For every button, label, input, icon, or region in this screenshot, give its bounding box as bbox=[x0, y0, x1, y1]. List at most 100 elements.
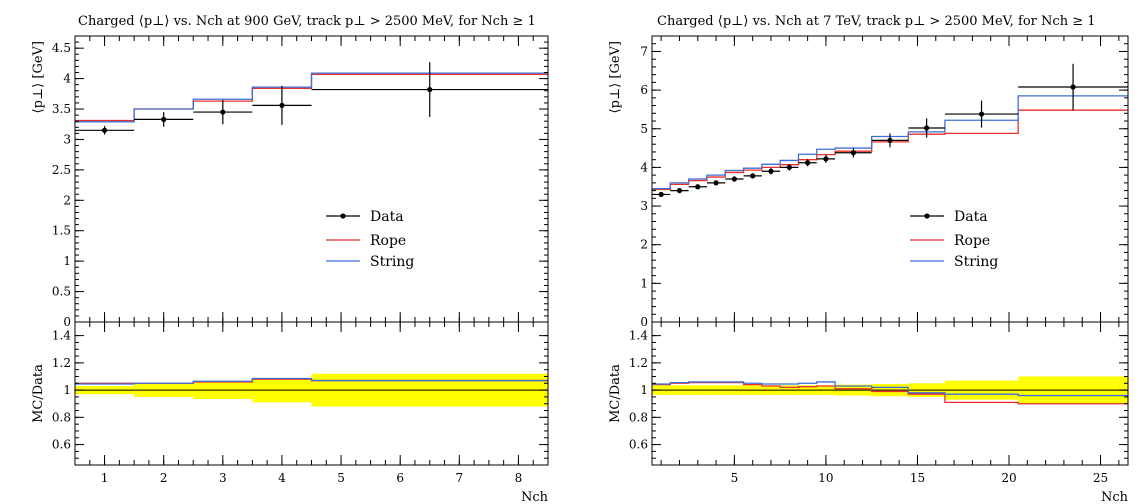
legend: Data Rope String bbox=[910, 209, 998, 270]
legend: Data Rope String bbox=[326, 209, 414, 270]
y-tick-label: 0 bbox=[63, 315, 71, 329]
legend-label: Data bbox=[370, 209, 404, 225]
x-tick-label: 20 bbox=[1001, 471, 1016, 485]
y-tick-label: 6 bbox=[640, 83, 648, 97]
data-point bbox=[688, 184, 707, 190]
data-point-marker bbox=[427, 86, 433, 93]
ratio-string-line bbox=[652, 381, 1128, 397]
x-tick-label: 3 bbox=[219, 471, 227, 485]
y-axis-label: ⟨p⊥⟩ [GeV] bbox=[608, 41, 623, 113]
y-tick-label: 2 bbox=[640, 238, 648, 252]
y-tick-label: 3 bbox=[640, 199, 648, 213]
data-point-marker bbox=[887, 137, 893, 143]
legend-data-marker bbox=[340, 213, 346, 219]
ratio-tick-label: 0.6 bbox=[629, 438, 648, 452]
data-point bbox=[134, 112, 194, 127]
data-point bbox=[835, 148, 872, 158]
legend-label: Rope bbox=[370, 233, 406, 249]
y-tick-label: 5 bbox=[640, 122, 648, 136]
data-point bbox=[798, 159, 817, 167]
series-rope-line bbox=[652, 109, 1128, 191]
x-tick-label: 2 bbox=[160, 471, 168, 485]
y-tick-label: 0 bbox=[640, 315, 648, 329]
legend-label: String bbox=[954, 254, 998, 270]
data-point bbox=[743, 173, 762, 179]
y-tick-label: 1.5 bbox=[52, 224, 71, 238]
data-point bbox=[311, 62, 548, 117]
data-point-marker bbox=[279, 102, 285, 108]
data-point bbox=[193, 99, 253, 125]
chart-panel-2: Charged ⟨p⊥⟩ vs. Nch at 7 TeV, track p⊥ … bbox=[608, 14, 1129, 504]
legend-item: Rope bbox=[910, 233, 990, 249]
data-point-marker bbox=[161, 116, 167, 122]
data-point-marker bbox=[750, 173, 756, 179]
ratio-tick-label: 1.2 bbox=[629, 356, 648, 370]
data-point-marker bbox=[786, 164, 792, 171]
y-tick-label: 4.5 bbox=[52, 41, 71, 55]
data-point-marker bbox=[101, 127, 108, 133]
x-axis-label: Nch bbox=[521, 490, 549, 504]
x-tick-label: 4 bbox=[278, 471, 286, 485]
data-point bbox=[652, 191, 671, 198]
ratio-tick-label: 0.8 bbox=[52, 410, 71, 424]
y-tick-label: 7 bbox=[640, 44, 648, 58]
y-tick-label: 3 bbox=[63, 132, 71, 146]
ratio-rope-line bbox=[652, 381, 1128, 405]
ratio-tick-label: 1.2 bbox=[52, 356, 71, 370]
ratio-y-axis-label: MC/Data bbox=[31, 364, 46, 423]
data-point-marker bbox=[850, 150, 856, 156]
legend-item: Data bbox=[910, 209, 988, 225]
data-point-marker bbox=[805, 160, 811, 166]
x-tick-label: 5 bbox=[337, 471, 345, 485]
data-point bbox=[908, 118, 945, 138]
legend-item: String bbox=[910, 254, 998, 270]
x-tick-label: 6 bbox=[396, 471, 404, 485]
data-point-marker bbox=[713, 180, 719, 186]
data-point bbox=[780, 164, 799, 171]
legend-item: Rope bbox=[326, 233, 406, 249]
ratio-string-line bbox=[75, 377, 548, 385]
series-string-line bbox=[75, 72, 548, 123]
legend-label: Data bbox=[954, 209, 988, 225]
data-point bbox=[706, 180, 726, 186]
legend-data-marker bbox=[924, 213, 930, 219]
data-point-marker bbox=[695, 184, 701, 190]
y-tick-label: 2 bbox=[63, 193, 71, 207]
x-axis-label: Nch bbox=[1101, 490, 1129, 504]
data-point bbox=[725, 176, 744, 182]
x-tick-label: 10 bbox=[818, 471, 833, 485]
ratio-tick-label: 1 bbox=[640, 383, 648, 397]
x-tick-label: 5 bbox=[731, 471, 739, 485]
ratio-tick-label: 0.6 bbox=[52, 438, 71, 452]
y-axis-label: ⟨p⊥⟩ [GeV] bbox=[31, 41, 46, 113]
y-tick-label: 1 bbox=[63, 254, 71, 268]
data-point bbox=[871, 133, 909, 148]
data-point-marker bbox=[1070, 84, 1076, 90]
ratio-y-axis-label: MC/Data bbox=[608, 364, 623, 423]
y-tick-label: 4 bbox=[63, 72, 71, 86]
data-point bbox=[816, 155, 836, 163]
y-tick-label: 3.5 bbox=[52, 102, 71, 116]
data-point bbox=[252, 85, 312, 125]
legend-item: String bbox=[326, 254, 414, 270]
x-tick-label: 25 bbox=[1093, 471, 1108, 485]
x-tick-label: 1 bbox=[101, 471, 109, 485]
x-tick-label: 15 bbox=[910, 471, 925, 485]
main-plot-frame bbox=[651, 35, 1129, 323]
data-point-marker bbox=[220, 109, 226, 115]
y-tick-label: 4 bbox=[640, 160, 648, 174]
y-tick-label: 2.5 bbox=[52, 163, 71, 177]
data-point-marker bbox=[676, 187, 683, 194]
data-point bbox=[75, 126, 135, 135]
data-point bbox=[761, 168, 781, 175]
ratio-tick-label: 1.4 bbox=[52, 329, 71, 343]
legend-label: String bbox=[370, 254, 414, 270]
x-tick-label: 7 bbox=[455, 471, 463, 485]
ratio-tick-label: 1 bbox=[63, 383, 71, 397]
chart-title: Charged ⟨p⊥⟩ vs. Nch at 900 GeV, track p… bbox=[78, 14, 536, 29]
data-point-marker bbox=[978, 111, 985, 117]
legend-item: Data bbox=[326, 209, 404, 225]
data-point-marker bbox=[823, 156, 829, 162]
data-point-marker bbox=[924, 125, 930, 131]
